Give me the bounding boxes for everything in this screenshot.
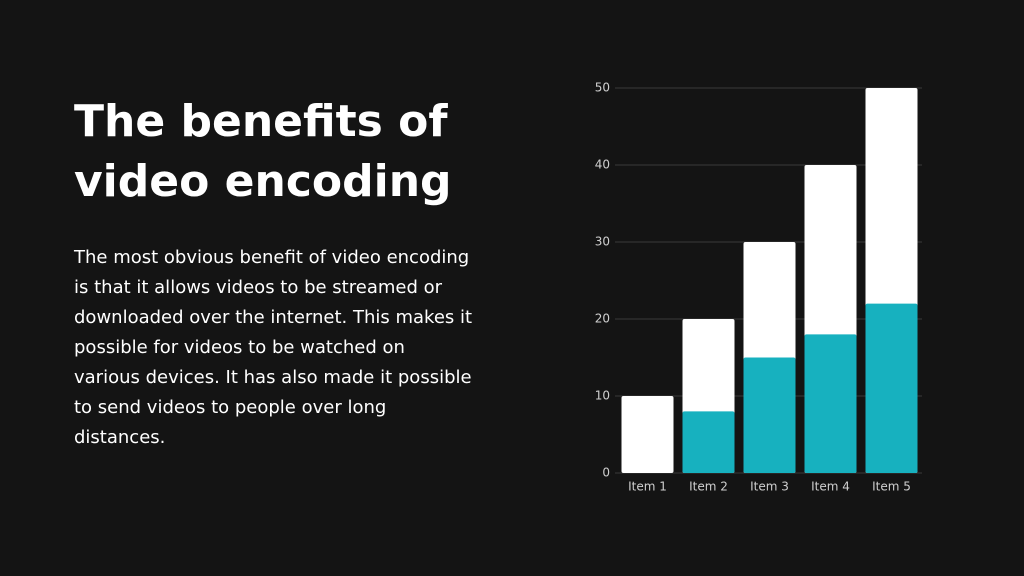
bar [804,334,857,473]
bar [865,303,918,473]
slide-body: The most obvious benefit of video encodi… [74,247,473,448]
bar [743,357,796,473]
y-tick-label: 10 [595,389,610,403]
x-tick-label: Item 4 [811,480,850,494]
slide-title: The benefits of video encoding [74,96,452,207]
y-tick-label: 40 [595,158,610,172]
x-tick-label: Item 5 [872,480,911,494]
x-tick-label: Item 2 [689,480,728,494]
bar [621,396,674,473]
y-tick-label: 0 [602,466,610,480]
y-tick-label: 30 [595,235,610,249]
y-tick-label: 50 [595,81,610,95]
y-tick-label: 20 [595,312,610,326]
x-tick-label: Item 1 [628,480,667,494]
x-tick-label: Item 3 [750,480,789,494]
bar [682,411,735,473]
